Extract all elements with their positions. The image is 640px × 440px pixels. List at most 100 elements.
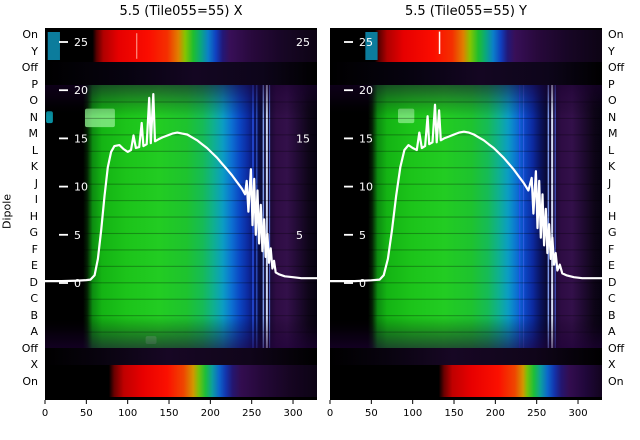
dipole-row-label: X [30,358,38,371]
x-tick-mark [85,400,87,404]
off-row-top [45,62,317,85]
dipole-row-label: Off [608,341,625,355]
panel-x: 5.5 (Tile055=55) X 25 20 15 10 5 0 25 15 5 0 50 100… [42,0,319,440]
dipole-row-label: Off [21,61,38,74]
x-tick-mark [44,400,46,404]
dipole-row-label: On [608,28,624,41]
dipole-row-label: G [29,226,38,239]
x-tick-mark [494,400,496,404]
dipole-row-label: O [608,94,617,107]
dipole-row-label: E [31,259,38,272]
y-tick-label: 10 [359,181,373,194]
x-tick-mark [209,400,211,404]
y-tick-mark [59,185,68,188]
off-row-bottom [330,348,602,365]
y-tick-mark [59,89,68,92]
panel-title-y: 5.5 (Tile055=55) Y [404,4,528,19]
heatmap-bottom-strip [45,365,317,397]
x-tick-mark [127,400,129,404]
y-tick-label: 0 [74,277,81,290]
x-tick-label: 200 [201,408,220,419]
y-tick-label: 10 [74,181,88,194]
dipole-row-label: I [34,193,38,206]
dipole-row-label: Off [608,61,625,74]
dipole-row-label: B [30,308,38,322]
dipole-row-label: H [608,209,617,223]
x-tick-label: 50 [365,408,378,419]
y-tick-label-right: 15 [296,132,310,145]
dipole-row-label: F [608,242,615,256]
heatmap-top-strip-left-block [47,32,60,60]
y-tick-label: 25 [74,36,88,49]
y-tick-label-right: 25 [296,36,310,49]
dipole-row-label: E [608,259,615,272]
x-tick-label: 100 [118,408,137,419]
x-tick-mark [577,400,579,404]
y-tick-label: 25 [359,36,373,49]
dipole-row-label: Y [31,44,38,58]
x-tick-mark [251,400,253,404]
power-curve [328,103,604,283]
heatmap-top-strip-streak [438,31,441,54]
x-tick-mark [412,400,414,404]
dipole-row-label: P [31,77,38,91]
panel-y: 5.5 (Tile055=55) Y 25 20 15 10 5 0 0 50 100 150 20… [327,0,604,440]
dipole-labels-left: On Y Off P O N M L K J I H G F E D C B A Off X On [0,0,40,440]
dipole-row-label: A [30,325,38,338]
dipole-row-label: J [34,176,38,190]
y-tick-label: 0 [359,277,366,290]
dipole-row-label: A [608,325,616,338]
dipole-row-label: P [608,77,615,91]
y-tick-label: 20 [74,84,88,97]
x-tick-label: 100 [403,408,422,419]
off-row-top [330,62,602,85]
y-tick-mark [59,137,68,140]
x-tick-label: 250 [242,408,261,419]
dipole-row-label: K [30,160,38,173]
dipole-row-label: L [31,143,38,157]
dipole-row-label: Off [21,341,38,355]
heatmap-top-strip [45,30,317,62]
x-tick-label: 200 [486,408,505,419]
dipole-row-label: N [29,110,38,124]
dipole-row-label: On [608,374,624,388]
dipole-row-label: F [31,242,38,256]
block-edge-shading [45,85,317,348]
x-tick-mark [536,400,538,404]
y-tick-mark [59,233,68,236]
y-tick-mark [344,41,353,43]
dipole-row-label: C [608,292,616,305]
x-tick-mark [292,400,294,404]
heatmap-top-strip-streak [136,33,138,59]
power-curve [43,92,319,283]
y-tick-mark [344,282,353,284]
y-tick-label-right: 5 [296,229,303,242]
dipole-row-label: X [608,358,616,371]
dipole-row-label: D [29,275,38,289]
x-tick-label: 300 [283,408,302,419]
dipole-row-label: H [29,209,38,223]
dipole-row-label: M [28,127,39,140]
dipole-row-label: On [22,374,38,388]
x-tick-mark [370,400,372,404]
x-tick-label: 0 [327,408,333,419]
x-tick-label: 250 [527,408,546,419]
panel-title-x: 5.5 (Tile055=55) X [119,4,243,19]
y-tick-label: 5 [359,229,366,242]
dipole-row-label: Y [608,44,615,58]
x-tick-mark [329,400,331,404]
dipole-row-label: O [29,94,38,107]
dipole-row-label: C [30,292,38,305]
y-tick-label: 20 [359,84,373,97]
y-tick-mark [59,41,68,43]
y-tick-mark [344,137,353,140]
dipole-row-label: K [608,160,616,173]
x-tick-label: 0 [42,408,48,419]
x-tick-mark [453,400,455,404]
dipole-row-label: I [608,193,612,206]
y-tick-mark [344,89,353,92]
dipole-row-label: D [608,275,617,289]
